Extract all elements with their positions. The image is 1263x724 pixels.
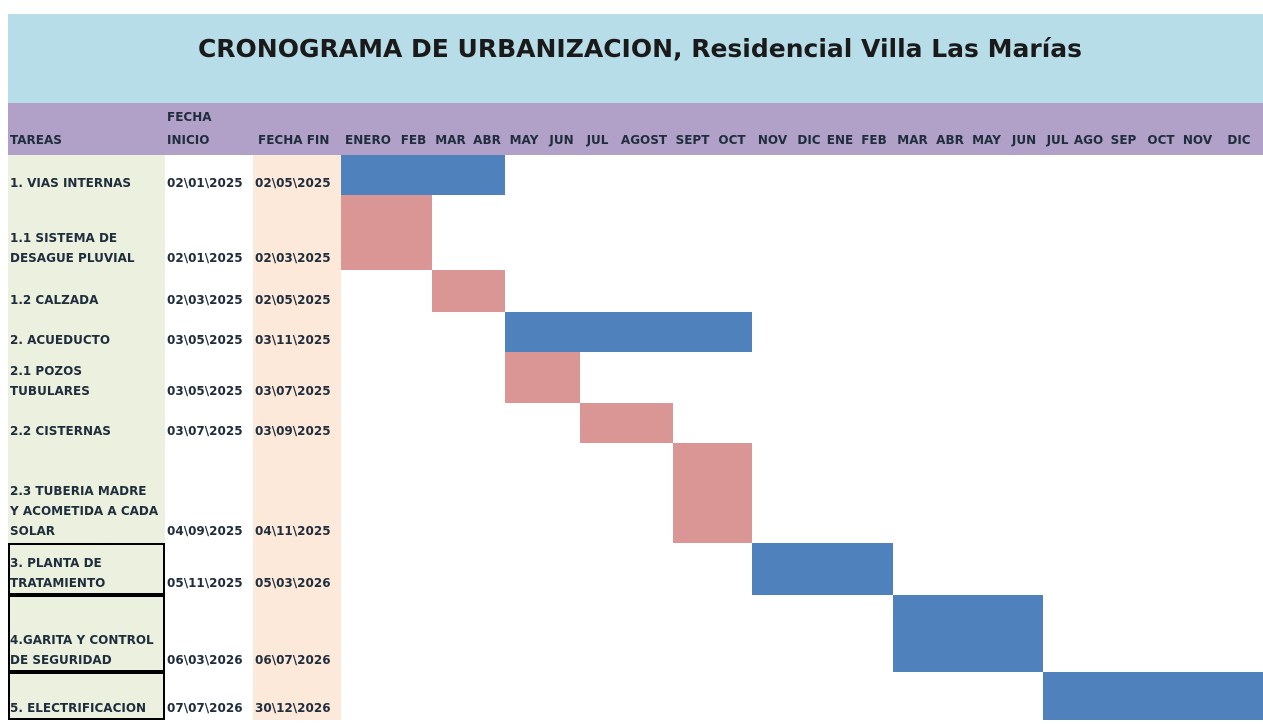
start-date: 03\05\2025 [167,384,243,398]
task-name: 1.1 SISTEMA DE DESAGUE PLUVIAL [10,231,135,265]
title: CRONOGRAMA DE URBANIZACION, Residencial … [198,34,1082,63]
task-bar [752,543,893,595]
task-bar [341,195,432,270]
month-header: JUN [548,133,573,147]
end-date: 06\07\2026 [255,653,331,667]
month-header: SEP [1111,133,1137,147]
month-header: OCT [1147,133,1175,147]
task-name: 5. ELECTRIFICACION [10,701,146,715]
month-header: JUL [1046,133,1069,147]
task-cell-border [8,543,165,595]
end-date: 03\07\2025 [255,384,331,398]
task-bar [1043,672,1263,720]
month-header: ENE [827,133,853,147]
task-name: 2.2 CISTERNAS [10,424,111,438]
month-header: MAY [510,133,539,147]
month-header: JUN [1011,133,1036,147]
month-header: NOV [1183,133,1213,147]
month-header: NOV [758,133,788,147]
month-header: SEPT [676,133,711,147]
start-date: 03\07\2025 [167,424,243,438]
header-cell: FECHA INICIO [167,110,212,147]
end-date: 30\12\2026 [255,701,331,715]
task-bar [505,352,580,403]
month-header: ABR [936,133,964,147]
task-bar [505,312,752,352]
month-header: FEB [861,133,887,147]
task-cell-border [8,672,165,720]
start-date: 04\09\2025 [167,524,243,538]
month-header: OCT [718,133,746,147]
task-name: 2.3 TUBERIA MADRE Y ACOMETIDA A CADA SOLAR [9,484,159,538]
task-name: 4.GARITA Y CONTROL DE SEGURIDAD [10,633,154,667]
header-cell: FECHA FIN [258,133,329,147]
end-date: 02\03\2025 [255,251,331,265]
title-band [8,14,1263,103]
task-name: 1. VIAS INTERNAS [10,176,131,190]
month-header: FEB [401,133,427,147]
task-bar [673,443,752,543]
month-header: MAY [972,133,1001,147]
month-header: DIC [797,133,820,147]
start-date: 02\03\2025 [167,293,243,307]
start-date: 02\01\2025 [167,176,243,190]
month-header: AGO [1074,133,1103,147]
end-date: 02\05\2025 [255,176,331,190]
task-name: 1.2 CALZADA [10,293,99,307]
header-cell: TAREAS [10,133,62,147]
task-bar [893,595,1043,672]
start-date: 06\03\2026 [167,653,243,667]
task-bar [341,155,505,195]
task-bar [432,270,505,312]
end-column [253,155,341,720]
end-date: 02\05\2025 [255,293,331,307]
end-date: 03\09\2025 [255,424,331,438]
month-header: JUL [586,133,609,147]
task-column [8,155,165,720]
month-header: MAR [897,133,927,147]
month-header: DIC [1227,133,1250,147]
start-date: 02\01\2025 [167,251,243,265]
month-header: MAR [435,133,465,147]
start-date: 03\05\2025 [167,333,243,347]
task-bar [580,403,673,443]
month-header: ABR [473,133,501,147]
start-date: 07\07\2026 [167,701,243,715]
start-date: 05\11\2025 [167,576,243,590]
task-name: 3. PLANTA DE TRATAMIENTO [10,556,105,590]
task-name: 2. ACUEDUCTO [10,333,110,347]
end-date: 04\11\2025 [255,524,331,538]
month-header: AGOST [621,133,668,147]
task-cell-border [8,595,165,672]
task-name: 2.1 POZOS TUBULARES [10,364,90,398]
end-date: 05\03\2026 [255,576,331,590]
month-header: ENERO [345,133,391,147]
end-date: 03\11\2025 [255,333,331,347]
header-row [8,103,1263,155]
